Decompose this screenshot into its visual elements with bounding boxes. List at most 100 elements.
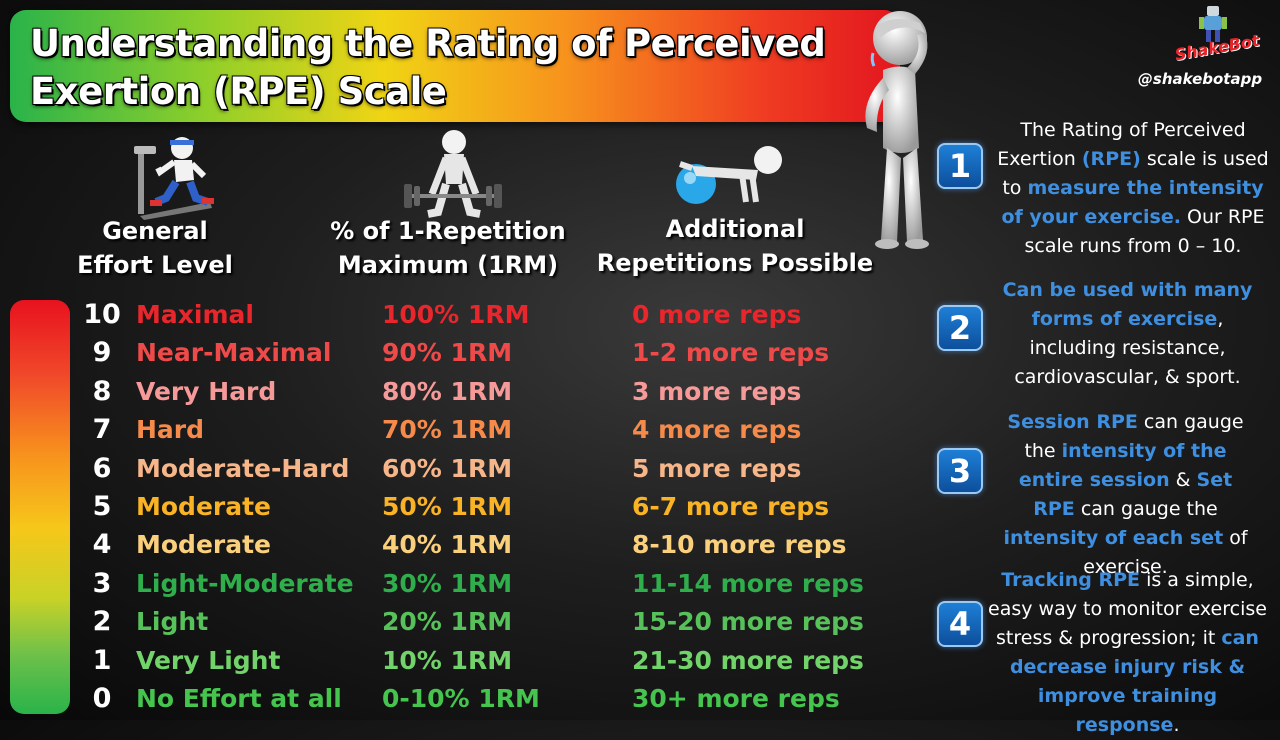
note-highlight: Session RPE bbox=[1007, 411, 1138, 433]
rpe-number: 2 bbox=[92, 606, 112, 637]
note-text: Session RPE can gauge the intensity of t… bbox=[998, 408, 1253, 582]
additional-reps: 15-20 more reps bbox=[632, 607, 864, 636]
effort-level: Maximal bbox=[136, 300, 254, 329]
rpe-color-scale-bar bbox=[10, 300, 70, 714]
note-fragment: is a simple, easy way to monitor exercis… bbox=[988, 569, 1267, 649]
rpe-number: 6 bbox=[92, 453, 112, 484]
additional-reps: 1-2 more reps bbox=[632, 338, 830, 367]
percent-1rm: 100% 1RM bbox=[382, 300, 530, 329]
note-highlight: measure the intensity of your exercise. bbox=[1001, 177, 1264, 228]
percent-1rm: 50% 1RM bbox=[382, 492, 513, 521]
robot-mascot-icon bbox=[1195, 4, 1231, 44]
effort-level: Very Light bbox=[136, 646, 281, 675]
effort-level: No Effort at all bbox=[136, 684, 342, 713]
additional-reps: 4 more reps bbox=[632, 415, 802, 444]
ball-pushup-figure-icon bbox=[672, 140, 792, 210]
table-row: 4 Moderate 40% 1RM 8-10 more reps bbox=[0, 526, 900, 564]
effort-level: Moderate bbox=[136, 492, 272, 521]
table-row: 6 Moderate-Hard 60% 1RM 5 more reps bbox=[0, 450, 900, 488]
note-highlight: Can be used with many forms of exercise bbox=[1002, 279, 1253, 330]
note-highlight: Tracking RPE bbox=[1001, 569, 1141, 591]
table-row: 0 No Effort at all 0-10% 1RM 30+ more reps bbox=[0, 680, 900, 718]
additional-reps: 21-30 more reps bbox=[632, 646, 864, 675]
header-reps-line-2: Repetitions Possible bbox=[596, 249, 874, 277]
note-fragment: can gauge the bbox=[1074, 498, 1218, 520]
note-fragment: , including resistance, cardiovascular, … bbox=[1014, 308, 1241, 388]
table-row: 2 Light 20% 1RM 15-20 more reps bbox=[0, 603, 900, 641]
header-effort-line-1: General bbox=[102, 217, 208, 245]
header-additional-reps: Additional Repetitions Possible bbox=[585, 212, 885, 280]
table-row: 8 Very Hard 80% 1RM 3 more reps bbox=[0, 373, 900, 411]
table-row: 3 Light-Moderate 30% 1RM 11-14 more reps bbox=[0, 565, 900, 603]
note-fragment: can gauge the bbox=[1024, 411, 1244, 462]
brand-handle: @shakebotapp bbox=[1137, 70, 1263, 88]
effort-level: Hard bbox=[136, 415, 205, 444]
effort-level: Moderate-Hard bbox=[136, 454, 350, 483]
note-number-badge: 2 bbox=[937, 305, 983, 351]
header-reps-line-1: Additional bbox=[665, 215, 805, 243]
rpe-number: 5 bbox=[92, 491, 112, 522]
rpe-number: 4 bbox=[92, 529, 112, 560]
rpe-number: 3 bbox=[92, 568, 112, 599]
additional-reps: 6-7 more reps bbox=[632, 492, 830, 521]
table-row: 10 Maximal 100% 1RM 0 more reps bbox=[0, 296, 900, 334]
percent-1rm: 30% 1RM bbox=[382, 569, 513, 598]
note-fragment: scale is used to bbox=[1002, 148, 1269, 199]
percent-1rm: 20% 1RM bbox=[382, 607, 513, 636]
note-text: The Rating of Perceived Exertion (RPE) s… bbox=[993, 116, 1273, 261]
table-row: 7 Hard 70% 1RM 4 more reps bbox=[0, 411, 900, 449]
percent-1rm: 40% 1RM bbox=[382, 530, 513, 559]
note-text: Tracking RPE is a simple, easy way to mo… bbox=[985, 566, 1270, 740]
note-fragment: of exercise. bbox=[1083, 527, 1248, 578]
note-highlight: (RPE) bbox=[1081, 148, 1141, 170]
header-general-effort: General Effort Level bbox=[60, 214, 250, 282]
additional-reps: 11-14 more reps bbox=[632, 569, 864, 598]
note-fragment: Our RPE scale runs from 0 – 10. bbox=[1024, 206, 1265, 257]
rpe-number: 0 bbox=[92, 683, 112, 714]
percent-1rm: 80% 1RM bbox=[382, 377, 513, 406]
note-highlight: intensity of each set bbox=[1003, 527, 1224, 549]
table-row: 5 Moderate 50% 1RM 6-7 more reps bbox=[0, 488, 900, 526]
note-highlight: intensity of the entire session bbox=[1018, 440, 1227, 491]
additional-reps: 8-10 more reps bbox=[632, 530, 847, 559]
note-fragment: Exertion bbox=[997, 148, 1082, 170]
percent-1rm: 10% 1RM bbox=[382, 646, 513, 675]
title-banner: Understanding the Rating of Perceived Ex… bbox=[10, 10, 900, 122]
rpe-number: 1 bbox=[92, 645, 112, 676]
rpe-number: 7 bbox=[92, 414, 112, 445]
note-number-badge: 1 bbox=[937, 143, 983, 189]
note-fragment: & bbox=[1169, 469, 1197, 491]
deadlift-figure-icon bbox=[398, 128, 508, 220]
treadmill-runner-icon bbox=[130, 132, 218, 220]
note-fragment: The Rating of Perceived bbox=[1020, 119, 1246, 141]
additional-reps: 30+ more reps bbox=[632, 684, 840, 713]
percent-1rm: 0-10% 1RM bbox=[382, 684, 540, 713]
percent-1rm: 60% 1RM bbox=[382, 454, 513, 483]
page-title-line-1: Understanding the Rating of Perceived bbox=[30, 22, 826, 65]
table-row: 9 Near-Maximal 90% 1RM 1-2 more reps bbox=[0, 334, 900, 372]
note-number-badge: 4 bbox=[937, 601, 983, 647]
page-title-line-2: Exertion (RPE) Scale bbox=[30, 70, 447, 113]
percent-1rm: 70% 1RM bbox=[382, 415, 513, 444]
effort-level: Light bbox=[136, 607, 209, 636]
additional-reps: 0 more reps bbox=[632, 300, 802, 329]
effort-level: Light-Moderate bbox=[136, 569, 354, 598]
rpe-number: 9 bbox=[92, 337, 112, 368]
header-pct-line-2: Maximum (1RM) bbox=[337, 251, 559, 279]
effort-level: Very Hard bbox=[136, 377, 277, 406]
header-percent-1rm: % of 1-Repetition Maximum (1RM) bbox=[318, 214, 578, 282]
note-number-badge: 3 bbox=[937, 448, 983, 494]
additional-reps: 5 more reps bbox=[632, 454, 802, 483]
table-row: 1 Very Light 10% 1RM 21-30 more reps bbox=[0, 642, 900, 680]
rpe-number: 10 bbox=[83, 299, 121, 330]
note-fragment: . bbox=[1173, 714, 1180, 736]
rpe-number: 8 bbox=[92, 376, 112, 407]
note-highlight: Set RPE bbox=[1033, 469, 1233, 520]
header-effort-line-2: Effort Level bbox=[77, 251, 233, 279]
tired-figure-icon bbox=[845, 8, 945, 253]
effort-level: Moderate bbox=[136, 530, 272, 559]
effort-level: Near-Maximal bbox=[136, 338, 332, 367]
note-text: Can be used with many forms of exercise,… bbox=[1000, 276, 1255, 392]
header-pct-line-1: % of 1-Repetition bbox=[330, 217, 566, 245]
additional-reps: 3 more reps bbox=[632, 377, 802, 406]
